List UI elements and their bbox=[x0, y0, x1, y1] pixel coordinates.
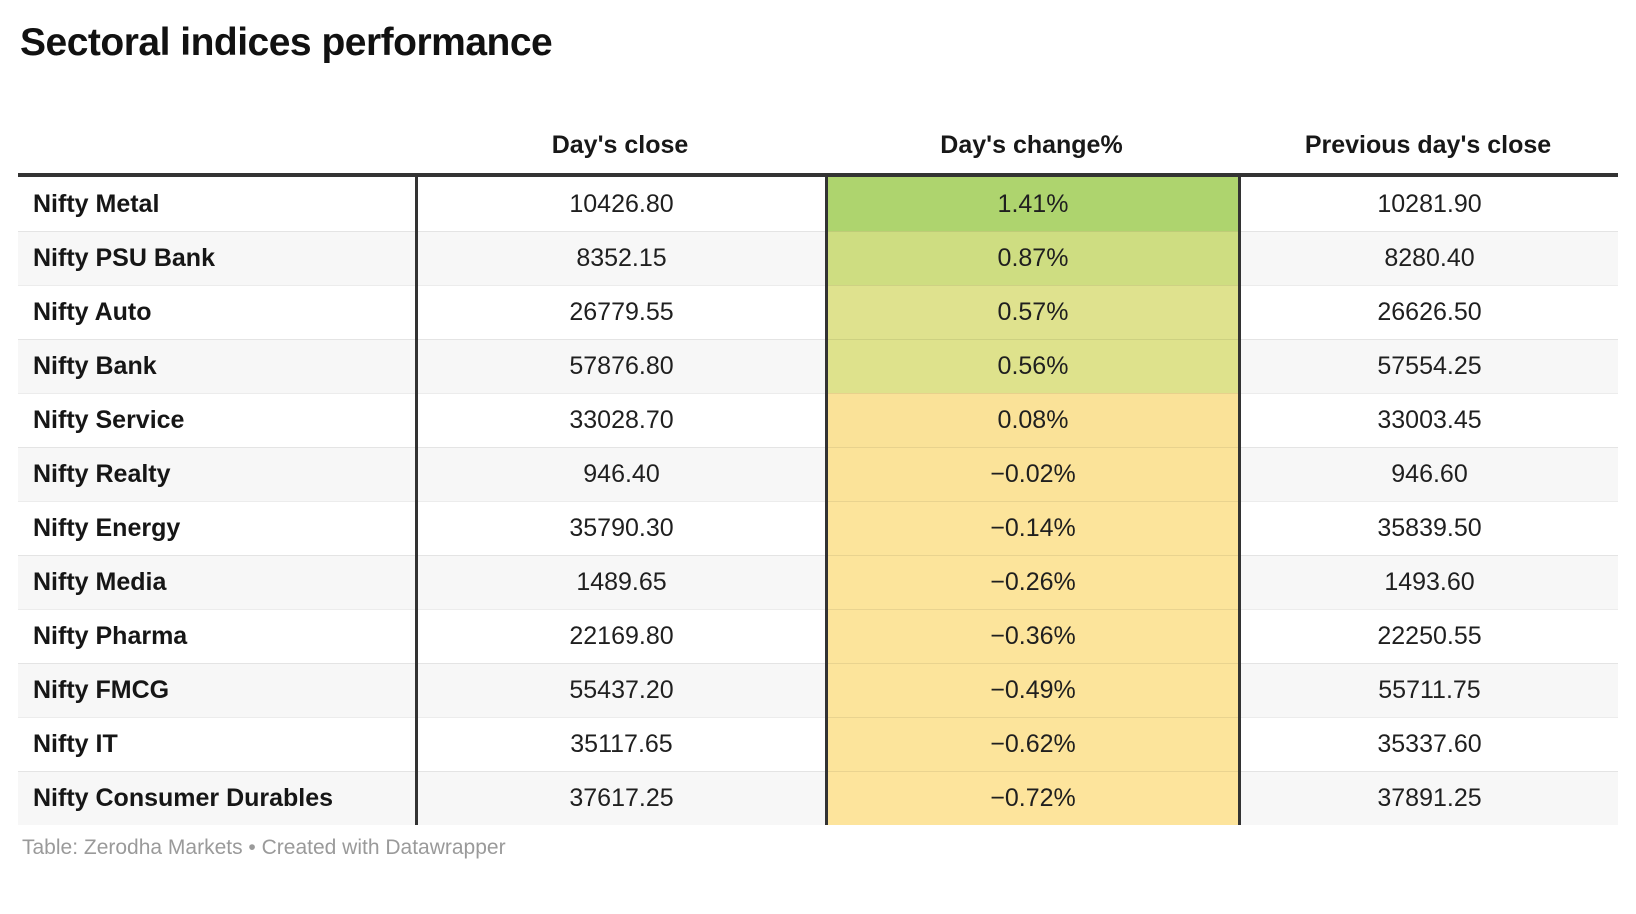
index-name-cell: Nifty Bank bbox=[18, 339, 415, 393]
days-change-cell: 0.57% bbox=[825, 285, 1238, 339]
days-change-cell: 0.87% bbox=[825, 231, 1238, 285]
table-header-row: Day's close Day's change% Previous day's… bbox=[18, 66, 1618, 173]
index-name-cell: Nifty Realty bbox=[18, 447, 415, 501]
days-change-cell: 0.56% bbox=[825, 339, 1238, 393]
days-close-cell: 22169.80 bbox=[415, 609, 825, 663]
days-close-cell: 35117.65 bbox=[415, 717, 825, 771]
header-divider-rule bbox=[18, 173, 1618, 177]
table-row: Nifty FMCG 55437.20 −0.49% 55711.75 bbox=[18, 663, 1618, 717]
days-close-cell: 1489.65 bbox=[415, 555, 825, 609]
days-close-cell: 10426.80 bbox=[415, 177, 825, 231]
days-close-cell: 57876.80 bbox=[415, 339, 825, 393]
index-name-cell: Nifty Consumer Durables bbox=[18, 771, 415, 825]
days-change-cell: 1.41% bbox=[825, 177, 1238, 231]
table-row: Nifty Service 33028.70 0.08% 33003.45 bbox=[18, 393, 1618, 447]
days-change-cell: −0.36% bbox=[825, 609, 1238, 663]
index-name-cell: Nifty IT bbox=[18, 717, 415, 771]
page-title: Sectoral indices performance bbox=[20, 21, 553, 64]
days-close-cell: 55437.20 bbox=[415, 663, 825, 717]
table-row: Nifty Realty 946.40 −0.02% 946.60 bbox=[18, 447, 1618, 501]
table-row: Nifty IT 35117.65 −0.62% 35337.60 bbox=[18, 717, 1618, 771]
table-footer-byline: Table: Zerodha Markets • Created with Da… bbox=[22, 836, 506, 859]
days-change-cell: −0.72% bbox=[825, 771, 1238, 825]
column-header-days-close: Day's close bbox=[551, 131, 689, 159]
previous-close-cell: 8280.40 bbox=[1238, 231, 1618, 285]
index-name-cell: Nifty Metal bbox=[33, 189, 160, 218]
table-row: Nifty Bank 57876.80 0.56% 57554.25 bbox=[18, 339, 1618, 393]
table-row: Nifty Media 1489.65 −0.26% 1493.60 bbox=[18, 555, 1618, 609]
previous-close-cell: 33003.45 bbox=[1238, 393, 1618, 447]
days-change-cell: −0.02% bbox=[825, 447, 1238, 501]
days-close-cell: 26779.55 bbox=[415, 285, 825, 339]
index-name-cell: Nifty PSU Bank bbox=[18, 231, 415, 285]
index-name-cell: Nifty Pharma bbox=[18, 609, 415, 663]
previous-close-cell: 10281.90 bbox=[1238, 177, 1618, 231]
days-close-cell: 8352.15 bbox=[415, 231, 825, 285]
days-close-cell: 33028.70 bbox=[415, 393, 825, 447]
previous-close-cell: 1493.60 bbox=[1238, 555, 1618, 609]
table-body: Nifty Metal 10426.80 1.41% 10281.90 Nift… bbox=[18, 177, 1618, 825]
index-name-cell: Nifty Service bbox=[18, 393, 415, 447]
previous-close-cell: 57554.25 bbox=[1238, 339, 1618, 393]
previous-close-cell: 35337.60 bbox=[1238, 717, 1618, 771]
previous-close-cell: 22250.55 bbox=[1238, 609, 1618, 663]
days-change-cell: −0.14% bbox=[825, 501, 1238, 555]
previous-close-cell: 946.60 bbox=[1238, 447, 1618, 501]
previous-close-cell: 37891.25 bbox=[1238, 771, 1618, 825]
days-change-cell: −0.62% bbox=[825, 717, 1238, 771]
days-close-cell: 946.40 bbox=[415, 447, 825, 501]
index-name-cell: Nifty Media bbox=[18, 555, 415, 609]
table-row: Nifty PSU Bank 8352.15 0.87% 8280.40 bbox=[18, 231, 1618, 285]
column-header-previous-close: Previous day's close bbox=[1304, 131, 1552, 159]
table-row: Nifty Pharma 22169.80 −0.36% 22250.55 bbox=[18, 609, 1618, 663]
table-row: Nifty Energy 35790.30 −0.14% 35839.50 bbox=[18, 501, 1618, 555]
column-header-days-change: Day's change% bbox=[940, 131, 1123, 159]
index-name-cell: Nifty Auto bbox=[18, 285, 415, 339]
previous-close-cell: 35839.50 bbox=[1238, 501, 1618, 555]
days-change-cell: −0.26% bbox=[825, 555, 1238, 609]
sectoral-indices-table: Day's close Day's change% Previous day's… bbox=[18, 66, 1618, 825]
days-close-cell: 35790.30 bbox=[415, 501, 825, 555]
table-row: Nifty Consumer Durables 37617.25 −0.72% … bbox=[18, 771, 1618, 825]
days-close-cell: 37617.25 bbox=[415, 771, 825, 825]
index-name-cell: Nifty Energy bbox=[18, 501, 415, 555]
days-change-cell: 0.08% bbox=[825, 393, 1238, 447]
previous-close-cell: 26626.50 bbox=[1238, 285, 1618, 339]
table-row: Nifty Metal 10426.80 1.41% 10281.90 bbox=[18, 177, 1618, 231]
previous-close-cell: 55711.75 bbox=[1238, 663, 1618, 717]
index-name-cell: Nifty FMCG bbox=[18, 663, 415, 717]
days-change-cell: −0.49% bbox=[825, 663, 1238, 717]
table-row: Nifty Auto 26779.55 0.57% 26626.50 bbox=[18, 285, 1618, 339]
column-header-index bbox=[18, 160, 415, 173]
